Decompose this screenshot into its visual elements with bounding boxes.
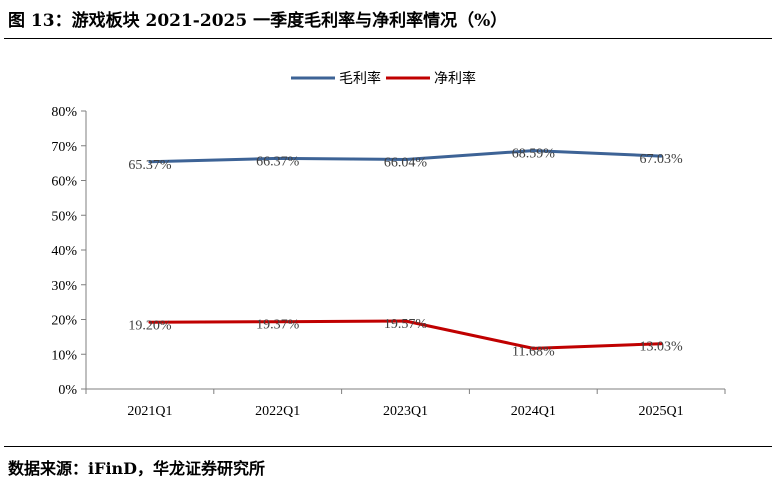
series-line-1	[148, 149, 663, 164]
y-tick-label: 80%	[51, 105, 77, 120]
data-label: 66.37%	[256, 154, 300, 169]
source-note: 数据来源：iFinD，华龙证券研究所	[8, 459, 266, 478]
x-tick-label: 2021Q1	[127, 404, 172, 419]
data-label: 68.59%	[512, 147, 556, 162]
y-tick-label: 30%	[51, 279, 77, 294]
legend-label: 净利率	[434, 70, 476, 87]
x-tick-label: 2022Q1	[255, 404, 300, 419]
x-tick-label: 2024Q1	[511, 404, 556, 419]
y-tick-label: 60%	[51, 175, 77, 190]
x-tick-label: 2023Q1	[383, 404, 428, 419]
y-tick-label: 70%	[51, 140, 77, 155]
y-tick-label: 20%	[51, 314, 77, 329]
x-tick-label: 2025Q1	[639, 404, 684, 419]
top-rule	[4, 38, 772, 39]
legend-label: 毛利率	[339, 70, 381, 87]
data-label: 19.57%	[384, 317, 428, 332]
y-tick-label: 0%	[58, 383, 77, 398]
bottom-rule	[4, 446, 772, 447]
chart-axes: 0% 10% 20% 30% 40% 50% 60% 70% 80% 2021Q1 2022Q1 20…	[51, 105, 726, 419]
data-label: 19.37%	[256, 318, 300, 333]
chart-data-labels: 65.37% 66.37% 66.04% 68.59% 67.03% 19.20% 19.3…	[128, 147, 683, 360]
series-line-2	[148, 319, 663, 350]
figure-title: 图 13：游戏板块 2021-2025 一季度毛利率与净利率情况（%）	[8, 11, 508, 31]
y-tick-label: 50%	[51, 209, 77, 224]
data-label: 19.20%	[128, 318, 172, 333]
data-label: 65.37%	[128, 158, 172, 173]
data-label: 67.03%	[640, 152, 684, 167]
data-label: 66.04%	[384, 156, 428, 171]
y-tick-label: 40%	[51, 244, 77, 259]
data-label: 11.68%	[512, 344, 555, 359]
line-chart: 毛利率 净利率 0% 10% 20% 30% 40% 50% 60% 70% 80% 2021Q1 2…	[51, 70, 726, 419]
data-label: 13.03%	[640, 340, 684, 355]
y-tick-label: 10%	[51, 348, 77, 363]
chart-legend: 毛利率 净利率	[291, 70, 476, 87]
chart-series	[148, 149, 663, 350]
